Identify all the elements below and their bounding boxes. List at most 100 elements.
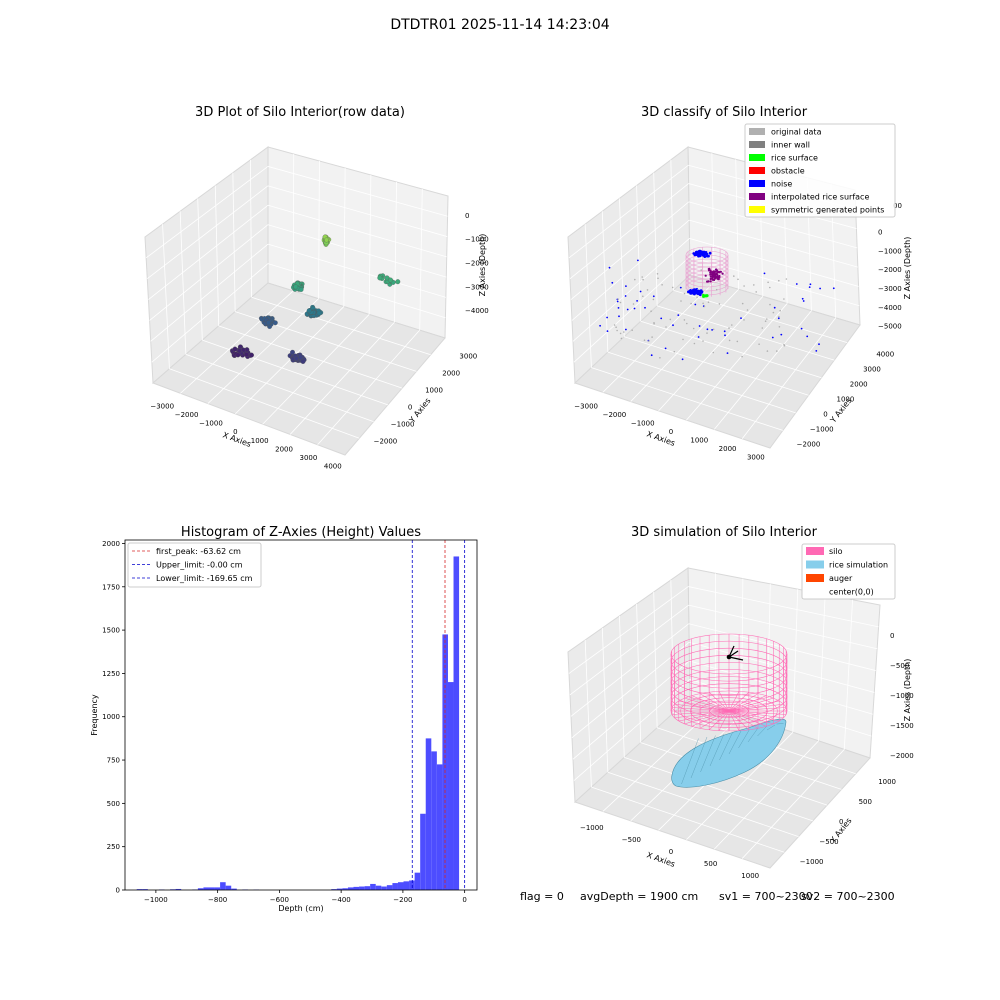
p2-interp-point [704,274,707,277]
p2-original-point [696,296,698,299]
p3-bar [386,885,393,890]
p2-grid-line [713,310,812,430]
p4-legend-swatch [806,560,824,569]
p2-y-tick-label: 3000 [863,366,881,374]
p4-rice-mesh-line [776,723,784,725]
p1-grid-line [232,172,236,312]
p4-auger-arm [728,656,744,661]
p3-title: Histogram of Z-Axies (Height) Values [181,525,421,540]
p2-noise-point [699,290,703,293]
p2-original-point [620,337,623,340]
p3-frame [124,539,478,891]
p2-noise-point [677,314,680,316]
p2-original-point [715,288,718,291]
p2-noise-point [698,325,701,327]
footer-avg-depth: avgDepth = 1900 cm [580,890,699,903]
p4-grid-line [688,623,876,671]
p1-grid-line [318,160,320,299]
p1-z-tick-label: −2000 [465,260,489,268]
p2-original-point [753,284,755,286]
p1-grid-line [289,322,395,435]
p2-interp-point [715,268,718,271]
p1-grid-line [145,166,269,259]
p2-grid-line [689,238,859,287]
p1-grid-line [180,290,294,394]
p3-bar [425,738,432,890]
p4-silo-floor-spoke [728,707,787,712]
p2-zlabel: Z Axies (Depth) [903,237,912,300]
p2-original-point [776,350,778,352]
p2-original-point [746,309,749,311]
p1-grid-line [214,185,220,326]
p2-y-tick-label: 2000 [850,381,868,389]
p4-legend-label: silo [829,547,843,556]
p2-grid-line [658,296,764,412]
p3-bar [353,886,360,890]
p2-legend-label: noise [771,180,792,189]
p4-x-tick-label: 0 [669,848,673,856]
p1-point [232,346,238,352]
p2-original-point [778,315,780,318]
p2-original-point [619,301,622,304]
p2-original-point [767,281,769,284]
p2-noise-point [624,295,627,297]
p1-z-tick-label: −1000 [465,236,489,244]
p3-bar [208,887,215,890]
p3-xlabel: Depth (cm) [278,904,323,913]
p2-legend-swatch [749,141,765,148]
p4-grid-line [686,732,794,840]
p2-original-point [665,326,667,328]
p2-grid-line [569,183,689,280]
p3-bar [142,889,148,890]
p3-bar [403,881,410,890]
p3-bar [175,888,182,890]
p2-grid-line [689,256,860,307]
p2-grid-line [640,320,822,379]
p4-rice-mesh-line [757,726,767,737]
p1-grid-line [267,224,447,278]
p4-grid-line [688,586,879,628]
p2-original-point [743,285,745,287]
p2-original-point [693,342,696,345]
p4-silo-floor-spoke [728,700,780,712]
p2-original-point [712,328,715,331]
p2-original-point [682,338,684,341]
p3-bar [392,883,398,890]
p2-original-point [613,324,616,326]
p2-interp-point [716,273,719,276]
p2-grid-line [670,159,674,291]
p1-y-tick-label: 3000 [459,353,477,361]
p2-grid-line [573,256,690,363]
p2-rice-point [705,294,709,297]
p2-original-point [703,305,706,308]
p4-silo-floor-spoke [728,710,767,727]
p2-original-point [706,332,708,334]
p2-noise-point [616,300,619,303]
p2-noise-point [618,315,620,318]
p1-grid-line [262,314,370,425]
p4-silo-floor-spoke [718,691,730,712]
p4-grid-line [636,603,642,743]
footer-sv1: sv1 = 700~2300 [719,890,813,903]
p2-interp-point [709,280,712,283]
p2-noise-point [726,352,729,354]
p2-original-point [707,301,710,304]
p4-rice-mesh-line [747,727,759,743]
p2-original-point [766,350,769,352]
p3-bar [342,888,348,890]
p1-grid-line [147,185,269,280]
p4-silo-floor-spoke [708,710,730,730]
p2-z-tick-label: −3000 [878,285,902,293]
p4-grid-line [741,578,744,716]
p1-z-tick-label: 0 [465,212,469,220]
p4-zlabel: Z Axies (Depth) [903,659,912,722]
p2-noise-point [819,287,821,290]
p2-noise-point [706,328,709,331]
p2-interp-point [713,274,716,277]
p2-original-point [641,276,643,278]
p2-legend-label: original data [771,128,822,137]
p2-legend-swatch [749,193,765,200]
p1-y-tick-label: 1000 [425,387,443,395]
